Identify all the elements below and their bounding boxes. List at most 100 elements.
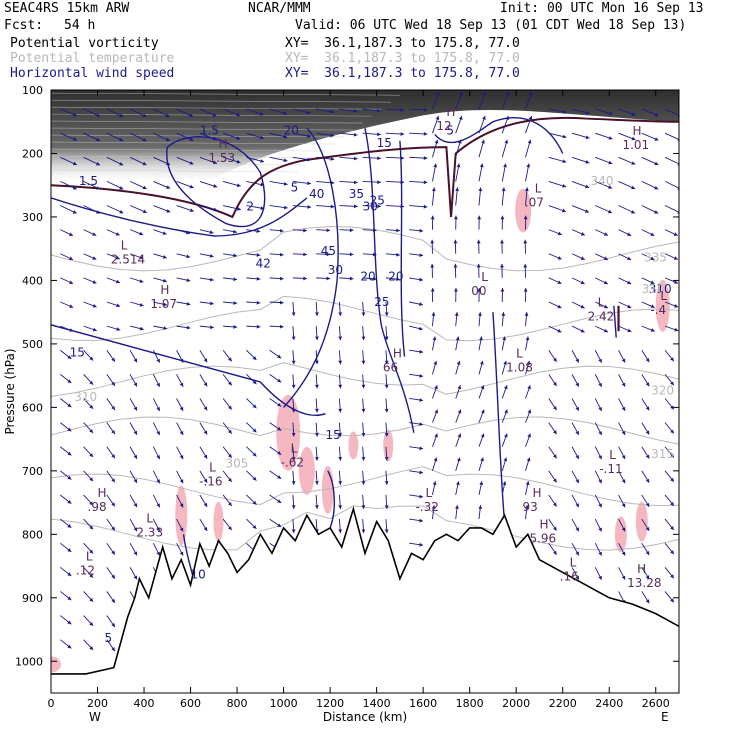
wind-arrowhead bbox=[162, 278, 167, 283]
wind-arrowhead bbox=[72, 185, 77, 190]
wind-arrowhead bbox=[330, 109, 335, 114]
wind-arrowhead bbox=[419, 228, 424, 233]
potential-temperature-isoline bbox=[51, 416, 679, 445]
terrain-fill bbox=[51, 508, 679, 693]
x-tick-label: 1400 bbox=[363, 697, 391, 710]
wind-arrowhead bbox=[361, 312, 366, 316]
wind-arrowhead bbox=[179, 503, 184, 508]
wind-arrowhead bbox=[479, 163, 484, 168]
wind-arrowhead bbox=[430, 288, 435, 292]
wind-arrowhead bbox=[418, 326, 423, 331]
wind-arrowhead bbox=[179, 455, 184, 460]
wind-arrowhead bbox=[553, 502, 557, 507]
wind-arrowhead bbox=[186, 325, 191, 330]
wind-arrowhead bbox=[179, 358, 184, 363]
wind-arrowhead bbox=[68, 256, 73, 260]
wind-arrowhead bbox=[504, 433, 508, 438]
wind-arrowhead bbox=[283, 134, 288, 139]
wind-arrowhead bbox=[598, 406, 602, 411]
wind-arrowhead bbox=[291, 481, 296, 485]
wind-speed-contour bbox=[327, 470, 335, 529]
wind-arrowhead bbox=[650, 256, 655, 260]
wind-arrowhead bbox=[557, 231, 562, 236]
wind-speed-label: 2 bbox=[246, 200, 254, 214]
wind-arrowhead bbox=[377, 204, 381, 209]
pv-streak bbox=[51, 92, 400, 96]
low-value: 1.08 bbox=[506, 360, 533, 374]
wind-arrowhead bbox=[384, 432, 389, 437]
x-tick-label: 600 bbox=[180, 697, 201, 710]
high-marker: H12 bbox=[436, 105, 455, 133]
high-marker: H.98 bbox=[88, 486, 107, 514]
wind-arrowhead bbox=[256, 300, 261, 305]
wind-arrowhead bbox=[524, 312, 529, 316]
wind-arrowhead bbox=[111, 574, 115, 579]
wind-speed-contour bbox=[364, 127, 415, 433]
wind-arrowhead bbox=[212, 113, 217, 117]
wind-arrowhead bbox=[72, 161, 77, 166]
wind-arrowhead bbox=[291, 529, 296, 534]
wind-arrowhead bbox=[455, 187, 460, 192]
wind-arrowhead bbox=[67, 379, 72, 384]
low-value: 2.33 bbox=[136, 525, 163, 539]
wind-arrowhead bbox=[562, 109, 567, 114]
wind-arrowhead bbox=[142, 185, 147, 190]
wind-arrowhead bbox=[435, 116, 440, 120]
wind-arrowhead bbox=[527, 385, 531, 390]
wind-arrowhead bbox=[645, 575, 650, 580]
wind-arrowhead bbox=[419, 542, 424, 547]
pv-streak bbox=[51, 127, 354, 131]
wind-arrowhead bbox=[189, 208, 194, 213]
wind-arrowhead bbox=[670, 357, 674, 362]
low-marker: L00 bbox=[471, 270, 488, 298]
wind-arrowhead bbox=[361, 481, 366, 485]
wind-arrowhead bbox=[139, 302, 144, 307]
wind-arrowhead bbox=[621, 551, 626, 556]
wind-arrowhead bbox=[67, 644, 72, 649]
wind-arrowhead bbox=[186, 230, 191, 235]
potential-temperature-label: 310 bbox=[74, 390, 97, 404]
field-pt-name: Potential temperature bbox=[10, 51, 175, 66]
wind-arrowhead bbox=[377, 108, 381, 113]
wind-arrowhead bbox=[562, 184, 567, 188]
wind-arrowhead bbox=[260, 159, 265, 163]
wind-arrowhead bbox=[433, 457, 438, 462]
wind-arrowhead bbox=[627, 232, 632, 236]
wind-arrowhead bbox=[670, 453, 674, 458]
wind-arrowhead bbox=[252, 476, 257, 481]
wind-arrowhead bbox=[67, 596, 72, 601]
wind-arrowhead bbox=[433, 360, 438, 365]
wind-arrowhead bbox=[283, 111, 288, 115]
wind-arrowhead bbox=[279, 228, 284, 233]
wind-arrowhead bbox=[307, 157, 311, 162]
wind-arrowhead bbox=[670, 477, 674, 482]
low-marker: L-.62 bbox=[281, 441, 304, 469]
potential-temperature-label: 315 bbox=[651, 447, 674, 461]
pv-positive-patch bbox=[298, 446, 315, 495]
wind-arrowhead bbox=[203, 406, 208, 411]
high-marker: H1.01 bbox=[622, 124, 649, 152]
wind-arrowhead bbox=[72, 137, 77, 141]
wind-arrowhead bbox=[400, 132, 405, 136]
wind-arrowhead bbox=[156, 382, 160, 387]
wind-speed-contour bbox=[492, 312, 506, 522]
wind-arrowhead bbox=[423, 180, 428, 185]
wind-speed-label: 20 bbox=[360, 269, 375, 283]
wind-arrowhead bbox=[186, 301, 191, 306]
wind-arrowhead bbox=[608, 160, 613, 165]
wind-arrowhead bbox=[457, 409, 462, 414]
wind-arrowhead bbox=[645, 551, 650, 556]
wind-arrowhead bbox=[92, 327, 97, 332]
wind-arrowhead bbox=[621, 430, 626, 435]
wind-arrowhead bbox=[621, 455, 626, 460]
wind-arrowhead bbox=[213, 160, 217, 165]
high-value: 1.53 bbox=[208, 151, 235, 165]
low-letter: L bbox=[481, 270, 488, 284]
wind-arrowhead bbox=[598, 455, 602, 460]
wind-arrowhead bbox=[453, 288, 458, 292]
wind-arrowhead bbox=[654, 185, 659, 190]
wind-arrowhead bbox=[236, 159, 241, 164]
wind-arrowhead bbox=[156, 455, 160, 460]
wind-arrowhead bbox=[501, 312, 506, 316]
pv-streak bbox=[51, 99, 391, 103]
